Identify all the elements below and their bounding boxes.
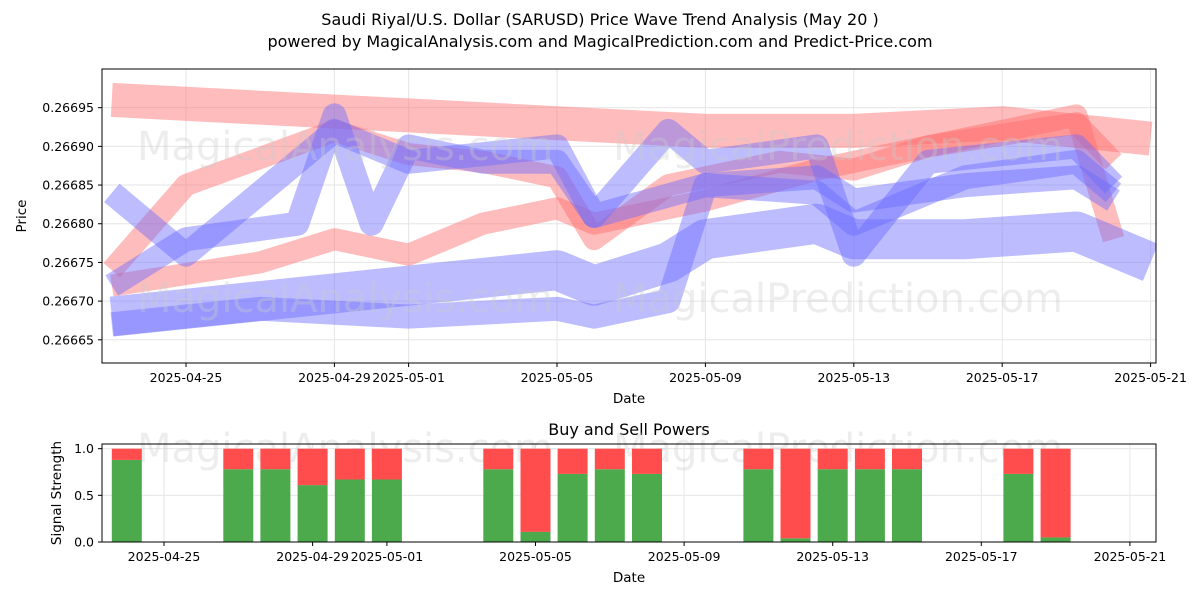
sell-power-bar [780,448,811,539]
sell-power-bar [854,448,885,470]
signal-x-tick-label: 2025-04-25 [128,549,201,564]
price-y-tick-label: 0.26680 [42,216,94,231]
signal-x-tick-label: 2025-05-01 [351,549,424,564]
price-wave-bands [103,82,1156,337]
buy-power-bar [520,531,551,542]
buy-power-bar [632,473,662,542]
price-plot-area [102,69,1156,363]
watermark-prediction-mid: MagicalPrediction.com [613,276,1063,322]
price-x-tick-label: 2025-04-29 [298,370,371,385]
sell-power-bar [371,448,402,480]
price-wave-band-red [103,112,1122,278]
buy-power-bar [1040,537,1071,542]
signal-x-tick-label: 2025-05-13 [796,549,869,564]
price-x-tick-label: 2025-05-01 [372,370,445,385]
chart-title-line2: powered by MagicalAnalysis.com and Magic… [267,32,932,51]
sell-power-bar [1003,448,1034,474]
sell-power-bar [743,448,774,470]
price-wave-band-blue [105,103,1123,296]
sell-power-bar [260,448,291,470]
price-x-tick-label: 2025-04-25 [150,370,223,385]
signal-panel: Buy and Sell Powers MagicalAnalysis.com … [49,420,1166,586]
watermark-analysis-top: MagicalAnalysis.com [137,124,553,170]
price-plot-frame [101,68,1157,364]
signal-y-ticks: 0.0 0.5 1.0 [74,441,102,550]
buy-power-bar [780,538,811,542]
price-grid [102,69,1156,363]
signal-x-tick-label: 2025-04-29 [276,549,349,564]
price-wave-band-blue [110,165,1120,337]
watermark-prediction-top: MagicalPrediction.com [613,124,1063,170]
price-wave-band-blue [109,203,1156,337]
buy-power-bar [557,473,588,542]
buy-power-bar [334,479,365,542]
price-y-ticks: 0.26665 0.26670 0.26675 0.26680 0.26685 0.266… [42,100,102,347]
price-x-tick-label: 2025-05-05 [521,370,594,385]
price-x-tick-label: 2025-05-21 [1114,370,1187,385]
buy-power-bar [371,479,402,542]
sell-power-bar [594,448,625,470]
signal-y-tick-label: 1.0 [74,441,94,456]
price-wave-band-blue [104,118,1122,267]
buy-power-bar [743,469,774,542]
sell-power-bar [892,448,922,470]
buy-power-bar [223,469,254,542]
price-y-tick-label: 0.26690 [42,139,94,154]
price-panel: MagicalAnalysis.com MagicalPrediction.co… [14,68,1187,407]
price-y-axis-label: Price [14,200,30,233]
price-y-tick-label: 0.26670 [42,294,94,309]
signal-plot-frame [101,443,1157,543]
sell-power-bar [817,448,848,470]
signal-y-tick-label: 0.5 [74,488,94,503]
buy-power-bar [483,469,514,542]
sell-power-bar [520,448,551,532]
price-y-tick-label: 0.26665 [42,332,94,347]
buy-power-bar [817,469,848,542]
sell-power-bar [111,448,142,460]
signal-x-axis-label: Date [613,570,645,586]
price-y-tick-label: 0.26695 [42,100,94,115]
signal-x-tick-label: 2025-05-09 [648,549,721,564]
buy-power-bar [892,469,922,542]
buy-power-bar [297,485,328,542]
signal-y-tick-label: 0.0 [74,535,94,550]
signal-chart-title: Buy and Sell Powers [548,420,710,439]
price-x-tick-label: 2025-05-13 [817,370,890,385]
sell-power-bar [557,448,588,474]
buy-power-bar [854,469,885,542]
buy-power-bar [594,469,625,542]
signal-bars [111,448,1071,542]
watermark-analysis-mid: MagicalAnalysis.com [137,276,553,322]
sell-power-bar [334,448,365,480]
price-x-tick-label: 2025-05-17 [966,370,1039,385]
sell-power-bar [1040,448,1071,538]
signal-x-ticks: 2025-04-25 2025-04-29 2025-05-01 2025-05-05… [128,542,1167,564]
signal-y-axis-label: Signal Strength [49,441,65,545]
buy-power-bar [260,469,291,542]
price-x-axis-label: Date [613,391,645,407]
chart-title-line1: Saudi Riyal/U.S. Dollar (SARUSD) Price W… [321,10,878,29]
sell-power-bar [483,448,514,470]
price-y-tick-label: 0.26685 [42,178,94,193]
price-wave-band-red [110,104,1125,297]
sell-power-bar [632,448,662,474]
signal-x-tick-label: 2025-05-17 [945,549,1018,564]
price-y-tick-label: 0.26675 [42,255,94,270]
sell-power-bar [223,448,254,470]
price-x-ticks: 2025-04-25 2025-04-29 2025-05-01 2025-05-05… [150,363,1187,385]
buy-power-bar [111,459,142,542]
price-x-tick-label: 2025-05-09 [669,370,742,385]
sell-power-bar [297,448,328,486]
signal-x-tick-label: 2025-05-05 [499,549,572,564]
signal-x-tick-label: 2025-05-21 [1094,549,1167,564]
price-wave-band-red [110,82,1153,156]
buy-power-bar [1003,473,1034,542]
